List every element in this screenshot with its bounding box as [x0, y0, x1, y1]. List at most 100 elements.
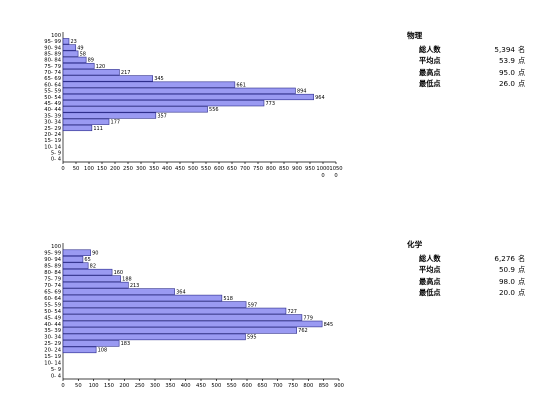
data-label: 108 [98, 348, 108, 354]
x-tick-label: 700 [273, 383, 283, 389]
bar [62, 307, 287, 315]
data-label: 364 [176, 289, 186, 295]
x-tick-label: 150 [97, 166, 107, 172]
data-label: 762 [298, 328, 308, 334]
x-tick-label: 1050 [329, 166, 342, 172]
stat-value: 53.9 [498, 56, 515, 65]
data-label: 183 [121, 341, 131, 347]
x-tick-label: 350 [165, 383, 175, 389]
data-label: 597 [248, 302, 258, 308]
x-tick-label-row2: 0 [334, 173, 337, 179]
bar [62, 320, 323, 328]
stats-row-mean: 平均点 50.9 点 [419, 264, 525, 276]
x-tick-label: 400 [162, 166, 172, 172]
y-tick-label: 10- 14 [44, 361, 61, 367]
data-label: 90 [92, 251, 98, 257]
bar [62, 93, 314, 101]
stats-row-total: 総人数 6,276 名 [419, 253, 525, 265]
y-tick-label: 100 [51, 33, 61, 39]
stat-unit: 名 [518, 253, 526, 263]
x-tick-label: 550 [201, 166, 211, 172]
y-tick-label: 90- 94 [44, 257, 61, 263]
y-tick-label: 85- 89 [44, 51, 61, 57]
data-label: 160 [114, 270, 124, 276]
y-tick-label: 20- 24 [44, 348, 61, 354]
stats-row-total: 総人数 5,394 名 [419, 44, 525, 56]
bar [62, 333, 246, 341]
subject-title: 化学 [407, 240, 423, 249]
x-tick-label: 800 [303, 383, 313, 389]
data-label: 58 [80, 51, 86, 57]
x-tick-label: 50 [73, 166, 80, 172]
x-tick-label: 900 [292, 166, 302, 172]
stat-value: 98.0 [498, 276, 515, 286]
stat-unit: 点 [518, 56, 526, 65]
y-tick-label: 70- 74 [44, 283, 61, 289]
bar [62, 314, 303, 321]
y-tick-label: 45- 49 [44, 101, 61, 107]
stat-label: 平均点 [419, 56, 441, 65]
stat-unit: 名 [518, 44, 526, 54]
data-label: 556 [209, 107, 219, 113]
x-tick-label: 300 [150, 383, 160, 389]
data-label: 661 [236, 82, 246, 88]
stat-label: 総人数 [419, 44, 441, 54]
x-tick-label: 600 [214, 166, 224, 172]
bar [62, 118, 110, 125]
y-tick-label: 15- 19 [44, 354, 61, 360]
data-label: 727 [287, 309, 297, 315]
y-tick-label: 45- 49 [44, 315, 61, 321]
bar [62, 262, 89, 269]
bar [62, 255, 84, 263]
x-tick-label: 0 [61, 383, 64, 389]
y-tick-label: 50- 54 [44, 309, 61, 315]
stat-value: 20.0 [498, 288, 515, 297]
y-tick-label: 85- 89 [44, 263, 61, 269]
data-label: 111 [93, 126, 103, 132]
data-label: 773 [265, 101, 275, 107]
x-tick-label: 1000 [316, 166, 329, 172]
data-label: 23 [70, 39, 76, 45]
bar [62, 69, 120, 76]
bar [62, 268, 113, 276]
y-tick-label: 30- 34 [44, 120, 61, 126]
stats-panel-physics: 物理 総人数 5,394 名 平均点 53.9 点 最高点 95.0 点 最低点… [407, 30, 525, 90]
y-tick-label: 5- 9 [51, 151, 61, 157]
y-tick-label: 30- 34 [44, 335, 61, 341]
x-tick-label: 450 [196, 383, 206, 389]
data-label: 213 [130, 283, 140, 289]
stat-value: 50.9 [498, 265, 515, 274]
x-tick-label: 250 [135, 383, 145, 389]
y-tick-label: 75- 79 [44, 276, 61, 282]
y-tick-label: 95- 99 [44, 39, 61, 45]
data-label: 845 [324, 322, 334, 328]
bar [62, 327, 297, 334]
y-tick-label: 0- 4 [51, 157, 62, 163]
bar [62, 340, 120, 347]
y-tick-label: 75- 79 [44, 64, 61, 70]
y-tick-label: 70- 74 [44, 70, 61, 76]
data-label: 217 [121, 70, 131, 76]
x-tick-label: 200 [110, 166, 120, 172]
y-tick-label: 25- 29 [44, 341, 61, 347]
y-tick-label: 15- 19 [44, 138, 61, 144]
x-tick-label: 450 [175, 166, 185, 172]
bar [62, 75, 153, 82]
x-tick-label: 250 [123, 166, 133, 172]
data-label: 518 [223, 296, 233, 302]
x-tick-label: 600 [242, 383, 252, 389]
y-tick-label: 25- 29 [44, 126, 61, 132]
data-label: 49 [77, 45, 83, 51]
stats-row-min: 最低点 20.0 点 [419, 287, 525, 299]
bar [62, 112, 157, 119]
x-tick-label: 550 [227, 383, 237, 389]
x-tick-label: 750 [288, 383, 298, 389]
y-tick-label: 55- 59 [44, 89, 61, 95]
stat-unit: 点 [518, 79, 526, 88]
stat-label: 平均点 [419, 265, 441, 274]
x-tick-label: 350 [149, 166, 159, 172]
data-label: 964 [315, 95, 325, 101]
stats-table: 総人数 6,276 名 平均点 50.9 点 最高点 98.0 点 最低点 20… [419, 253, 525, 299]
subject-title: 物理 [407, 31, 423, 40]
bar [62, 38, 70, 45]
